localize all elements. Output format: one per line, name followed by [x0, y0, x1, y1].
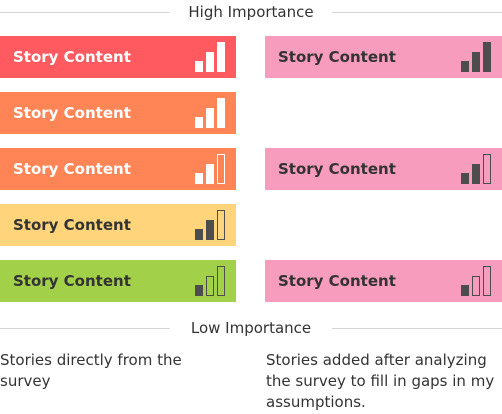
story-card[interactable]: Story Content [0, 92, 236, 134]
signal-strength-icon [461, 266, 495, 296]
signal-bar [483, 154, 491, 184]
story-card-label: Story Content [13, 48, 131, 66]
story-card-label: Story Content [13, 160, 131, 178]
story-card-label: Story Content [13, 216, 131, 234]
signal-bar [195, 229, 203, 240]
signal-bar [472, 52, 480, 72]
signal-bar [206, 164, 214, 184]
signal-bar [206, 276, 214, 296]
signal-bar [472, 276, 480, 296]
story-card[interactable]: Story Content [0, 204, 236, 246]
signal-strength-icon [195, 98, 229, 128]
story-card[interactable]: Story Content [0, 260, 236, 302]
high-importance-divider: High Importance [0, 1, 502, 23]
signal-strength-icon [195, 266, 229, 296]
story-card[interactable]: Story Content [265, 36, 502, 78]
divider-line-left [0, 12, 170, 13]
story-card-label: Story Content [13, 272, 131, 290]
signal-bar [483, 266, 491, 296]
story-card[interactable]: Story Content [0, 36, 236, 78]
signal-bar [217, 42, 225, 72]
high-importance-label: High Importance [188, 3, 314, 21]
signal-strength-icon [195, 154, 229, 184]
low-importance-divider: Low Importance [0, 317, 502, 339]
story-card[interactable]: Story Content [265, 260, 502, 302]
signal-bar [217, 98, 225, 128]
story-card[interactable]: Story Content [265, 148, 502, 190]
signal-strength-icon [461, 42, 495, 72]
signal-bar [217, 210, 225, 240]
signal-bar [483, 42, 491, 72]
story-card-label: Story Content [278, 48, 396, 66]
story-card-label: Story Content [278, 272, 396, 290]
signal-bar [217, 266, 225, 296]
divider-line-left [0, 328, 170, 329]
divider-line-right [332, 328, 502, 329]
signal-bar [217, 154, 225, 184]
story-card-label: Story Content [13, 104, 131, 122]
signal-bar [461, 61, 469, 72]
signal-bar [195, 285, 203, 296]
signal-bar [206, 52, 214, 72]
divider-line-right [332, 12, 502, 13]
signal-strength-icon [461, 154, 495, 184]
signal-bar [195, 173, 203, 184]
signal-bar [195, 61, 203, 72]
signal-bar [206, 220, 214, 240]
story-card[interactable]: Story Content [0, 148, 236, 190]
signal-bar [472, 164, 480, 184]
story-card-label: Story Content [278, 160, 396, 178]
signal-bar [195, 117, 203, 128]
low-importance-label: Low Importance [190, 319, 312, 337]
added-stories-description: Stories added after analyzing the survey… [266, 351, 495, 411]
signal-strength-icon [195, 42, 229, 72]
signal-bar [461, 285, 469, 296]
signal-bar [206, 108, 214, 128]
signal-bar [461, 173, 469, 184]
survey-stories-description: Stories directly from the survey [0, 351, 182, 390]
signal-strength-icon [195, 210, 229, 240]
